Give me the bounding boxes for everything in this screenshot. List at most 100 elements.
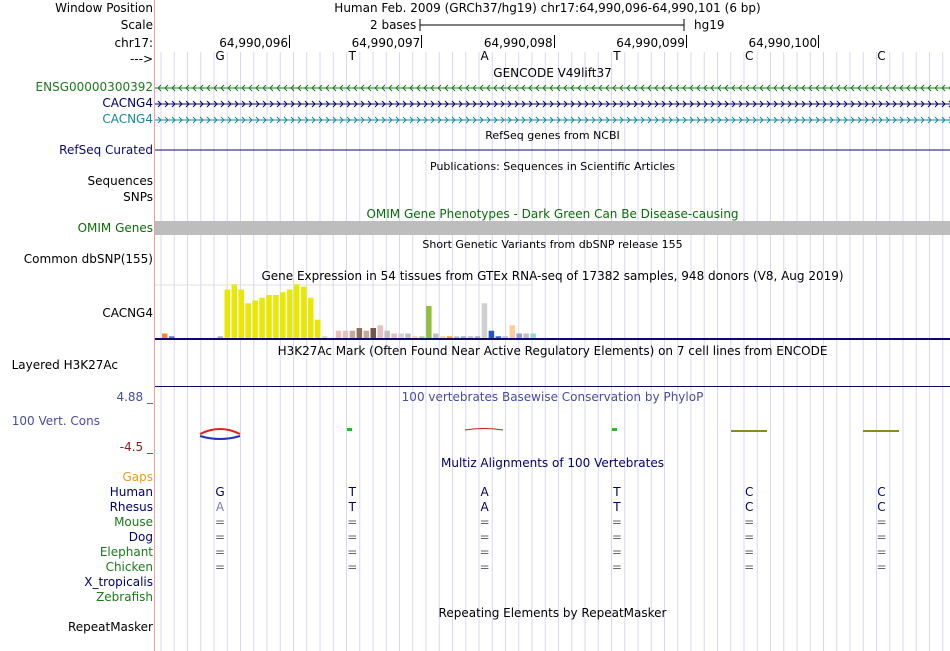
conservation-max-label: 4.88 _ bbox=[116, 390, 153, 404]
gtex-bar[interactable] bbox=[307, 297, 314, 339]
gtex-bar[interactable] bbox=[440, 336, 446, 339]
gencode-row-label-3[interactable]: CACNG4 bbox=[102, 112, 153, 126]
h3k27ac-label[interactable]: Layered H3K27Ac bbox=[11, 358, 118, 372]
conservation-dip[interactable] bbox=[199, 435, 241, 440]
gtex-bar[interactable] bbox=[426, 306, 432, 339]
gencode-row-label-2[interactable]: CACNG4 bbox=[102, 96, 153, 110]
gtex-bar[interactable] bbox=[363, 330, 370, 339]
gtex-bar[interactable] bbox=[224, 289, 231, 340]
gtex-bar[interactable] bbox=[509, 325, 516, 339]
strand-chevron bbox=[374, 116, 379, 124]
species-label[interactable]: Zebrafish bbox=[96, 590, 153, 604]
gtex-label[interactable]: CACNG4 bbox=[102, 306, 153, 320]
gtex-bar[interactable] bbox=[453, 336, 460, 339]
alignment-base: = bbox=[611, 560, 622, 574]
species-label[interactable]: Mouse bbox=[114, 515, 153, 529]
gtex-bar[interactable] bbox=[162, 333, 168, 340]
gencode-row-label-1[interactable]: ENSG00000300392 bbox=[35, 80, 153, 94]
gtex-bar[interactable] bbox=[488, 330, 495, 339]
gtex-bar[interactable] bbox=[273, 295, 279, 339]
gtex-bar[interactable] bbox=[460, 336, 467, 339]
snps-label[interactable]: SNPs bbox=[123, 190, 153, 204]
species-label[interactable]: Chicken bbox=[105, 560, 153, 574]
gtex-bar[interactable] bbox=[474, 336, 481, 339]
species-label[interactable]: Rhesus bbox=[109, 500, 153, 514]
gtex-bar[interactable] bbox=[370, 328, 377, 339]
conservation-mark[interactable] bbox=[347, 428, 352, 431]
strand-chevron bbox=[423, 116, 428, 124]
species-label[interactable]: Elephant bbox=[99, 545, 153, 559]
gtex-bar[interactable] bbox=[405, 333, 411, 340]
gtex-bar[interactable] bbox=[245, 303, 251, 339]
gtex-bar[interactable] bbox=[231, 284, 238, 339]
species-label[interactable]: X_tropicalis bbox=[84, 575, 153, 589]
gtex-bar[interactable] bbox=[523, 333, 529, 340]
gtex-bar[interactable] bbox=[412, 336, 418, 339]
species-label[interactable]: Dog bbox=[128, 530, 153, 544]
strand-chevron bbox=[402, 116, 407, 124]
gtex-bar[interactable] bbox=[356, 328, 363, 339]
gtex-bar[interactable] bbox=[419, 336, 425, 339]
conservation-mark[interactable] bbox=[612, 428, 617, 431]
gtex-bar[interactable] bbox=[398, 333, 404, 340]
gtex-bar[interactable] bbox=[502, 336, 509, 339]
alignment-base: = bbox=[876, 530, 887, 544]
gtex-bar[interactable] bbox=[495, 336, 502, 339]
strand-chevron bbox=[857, 84, 862, 92]
gtex-bar[interactable] bbox=[377, 325, 383, 339]
gaps-label[interactable]: Gaps bbox=[122, 470, 153, 484]
strand-chevron bbox=[899, 84, 904, 92]
refseq-label[interactable]: RefSeq Curated bbox=[59, 143, 153, 157]
alignment-base: = bbox=[479, 530, 490, 544]
gtex-bar[interactable] bbox=[314, 319, 321, 339]
species-label[interactable]: Human bbox=[109, 485, 153, 499]
gtex-bar[interactable] bbox=[280, 292, 286, 339]
coordinate-tick bbox=[685, 35, 687, 48]
repeatmasker-label[interactable]: RepeatMasker bbox=[67, 620, 153, 634]
gtex-bar[interactable] bbox=[446, 336, 453, 339]
strand-chevron bbox=[668, 100, 673, 108]
conservation-mark[interactable] bbox=[464, 428, 504, 431]
gtex-bar[interactable] bbox=[252, 300, 258, 340]
strand-chevron bbox=[766, 84, 771, 92]
strand-chevron bbox=[766, 100, 771, 108]
gtex-bar[interactable] bbox=[433, 333, 439, 340]
gtex-bar[interactable] bbox=[335, 330, 342, 339]
gtex-bar[interactable] bbox=[266, 295, 272, 339]
reference-base: C bbox=[744, 49, 754, 63]
dbsnp-label[interactable]: Common dbSNP(155) bbox=[23, 252, 153, 266]
gtex-bar[interactable] bbox=[342, 330, 349, 339]
gtex-bar[interactable] bbox=[384, 330, 390, 339]
gtex-bar[interactable] bbox=[238, 289, 244, 340]
strand-chevron bbox=[619, 84, 624, 92]
gtex-bar[interactable] bbox=[217, 336, 224, 339]
sequences-label[interactable]: Sequences bbox=[87, 174, 153, 188]
gtex-bar[interactable] bbox=[259, 297, 265, 339]
strand-chevron bbox=[654, 116, 659, 124]
track-area[interactable]: Human Feb. 2009 (GRCh37/hg19) chr17:64,9… bbox=[155, 0, 950, 651]
gtex-chart[interactable] bbox=[155, 283, 950, 343]
gtex-bar[interactable] bbox=[467, 336, 474, 339]
strand-chevron bbox=[437, 116, 442, 124]
gtex-bar[interactable] bbox=[287, 289, 293, 340]
gtex-bar[interactable] bbox=[301, 286, 307, 339]
conservation-peak[interactable] bbox=[199, 428, 241, 435]
gtex-bar[interactable] bbox=[516, 333, 522, 340]
gtex-bar[interactable] bbox=[349, 330, 356, 339]
conservation-label[interactable]: 100 Vert. Cons bbox=[11, 414, 100, 428]
gtex-title: Gene Expression in 54 tissues from GTEx … bbox=[261, 269, 844, 283]
gtex-bar[interactable] bbox=[481, 303, 488, 339]
gtex-bar[interactable] bbox=[294, 284, 300, 339]
omim-bar[interactable] bbox=[155, 221, 950, 235]
gene-features[interactable] bbox=[155, 78, 950, 208]
alignment-base: = bbox=[744, 545, 755, 559]
strand-chevron bbox=[227, 84, 232, 92]
gtex-bar[interactable] bbox=[530, 333, 536, 340]
strand-chevron bbox=[479, 100, 484, 108]
strand-chevron bbox=[164, 100, 169, 108]
omim-label[interactable]: OMIM Genes bbox=[77, 221, 153, 235]
conservation-plot[interactable] bbox=[155, 420, 950, 450]
gtex-bar[interactable] bbox=[168, 336, 175, 339]
gtex-bar[interactable] bbox=[391, 333, 397, 340]
gtex-bar[interactable] bbox=[321, 336, 328, 339]
